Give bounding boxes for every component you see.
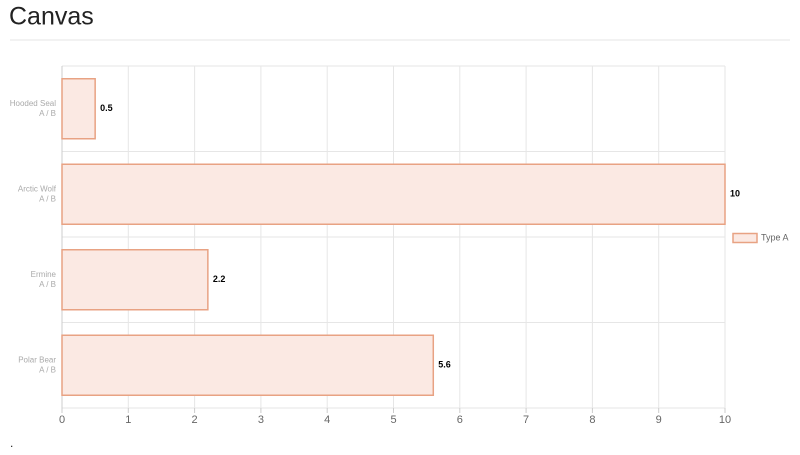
data-label: 5.6 <box>438 360 451 370</box>
category-label: Arctic Wolf <box>18 184 57 193</box>
data-label: 0.5 <box>100 103 113 113</box>
category-label: Polar Bear <box>18 355 56 364</box>
x-tick-label: 7 <box>523 414 529 426</box>
x-tick-label: 2 <box>192 414 198 426</box>
page-title: Canvas <box>9 3 94 31</box>
legend-label: Type A <box>761 232 789 242</box>
data-label: 10 <box>730 189 740 199</box>
category-sublabel: A / B <box>39 194 56 203</box>
x-tick-label: 4 <box>324 414 330 426</box>
x-tick-label: 9 <box>656 414 662 426</box>
x-tick-label: 3 <box>258 414 264 426</box>
data-label: 2.2 <box>213 274 226 284</box>
bar <box>61 78 96 140</box>
category-label: Hooded Seal <box>10 99 56 108</box>
category-sublabel: A / B <box>39 280 56 289</box>
footer-text: . <box>10 436 13 450</box>
category-sublabel: A / B <box>39 109 56 118</box>
x-tick-label: 5 <box>390 414 396 426</box>
x-tick-label: 8 <box>589 414 595 426</box>
bar <box>61 163 726 225</box>
bar <box>61 334 435 396</box>
x-tick-label: 6 <box>457 414 463 426</box>
bar <box>61 249 209 311</box>
legend-swatch <box>732 232 758 244</box>
category-label: Ermine <box>31 270 57 279</box>
x-tick-label: 1 <box>125 414 131 426</box>
category-sublabel: A / B <box>39 365 56 374</box>
x-tick-label: 0 <box>59 414 65 426</box>
x-tick-label: 10 <box>719 414 731 426</box>
